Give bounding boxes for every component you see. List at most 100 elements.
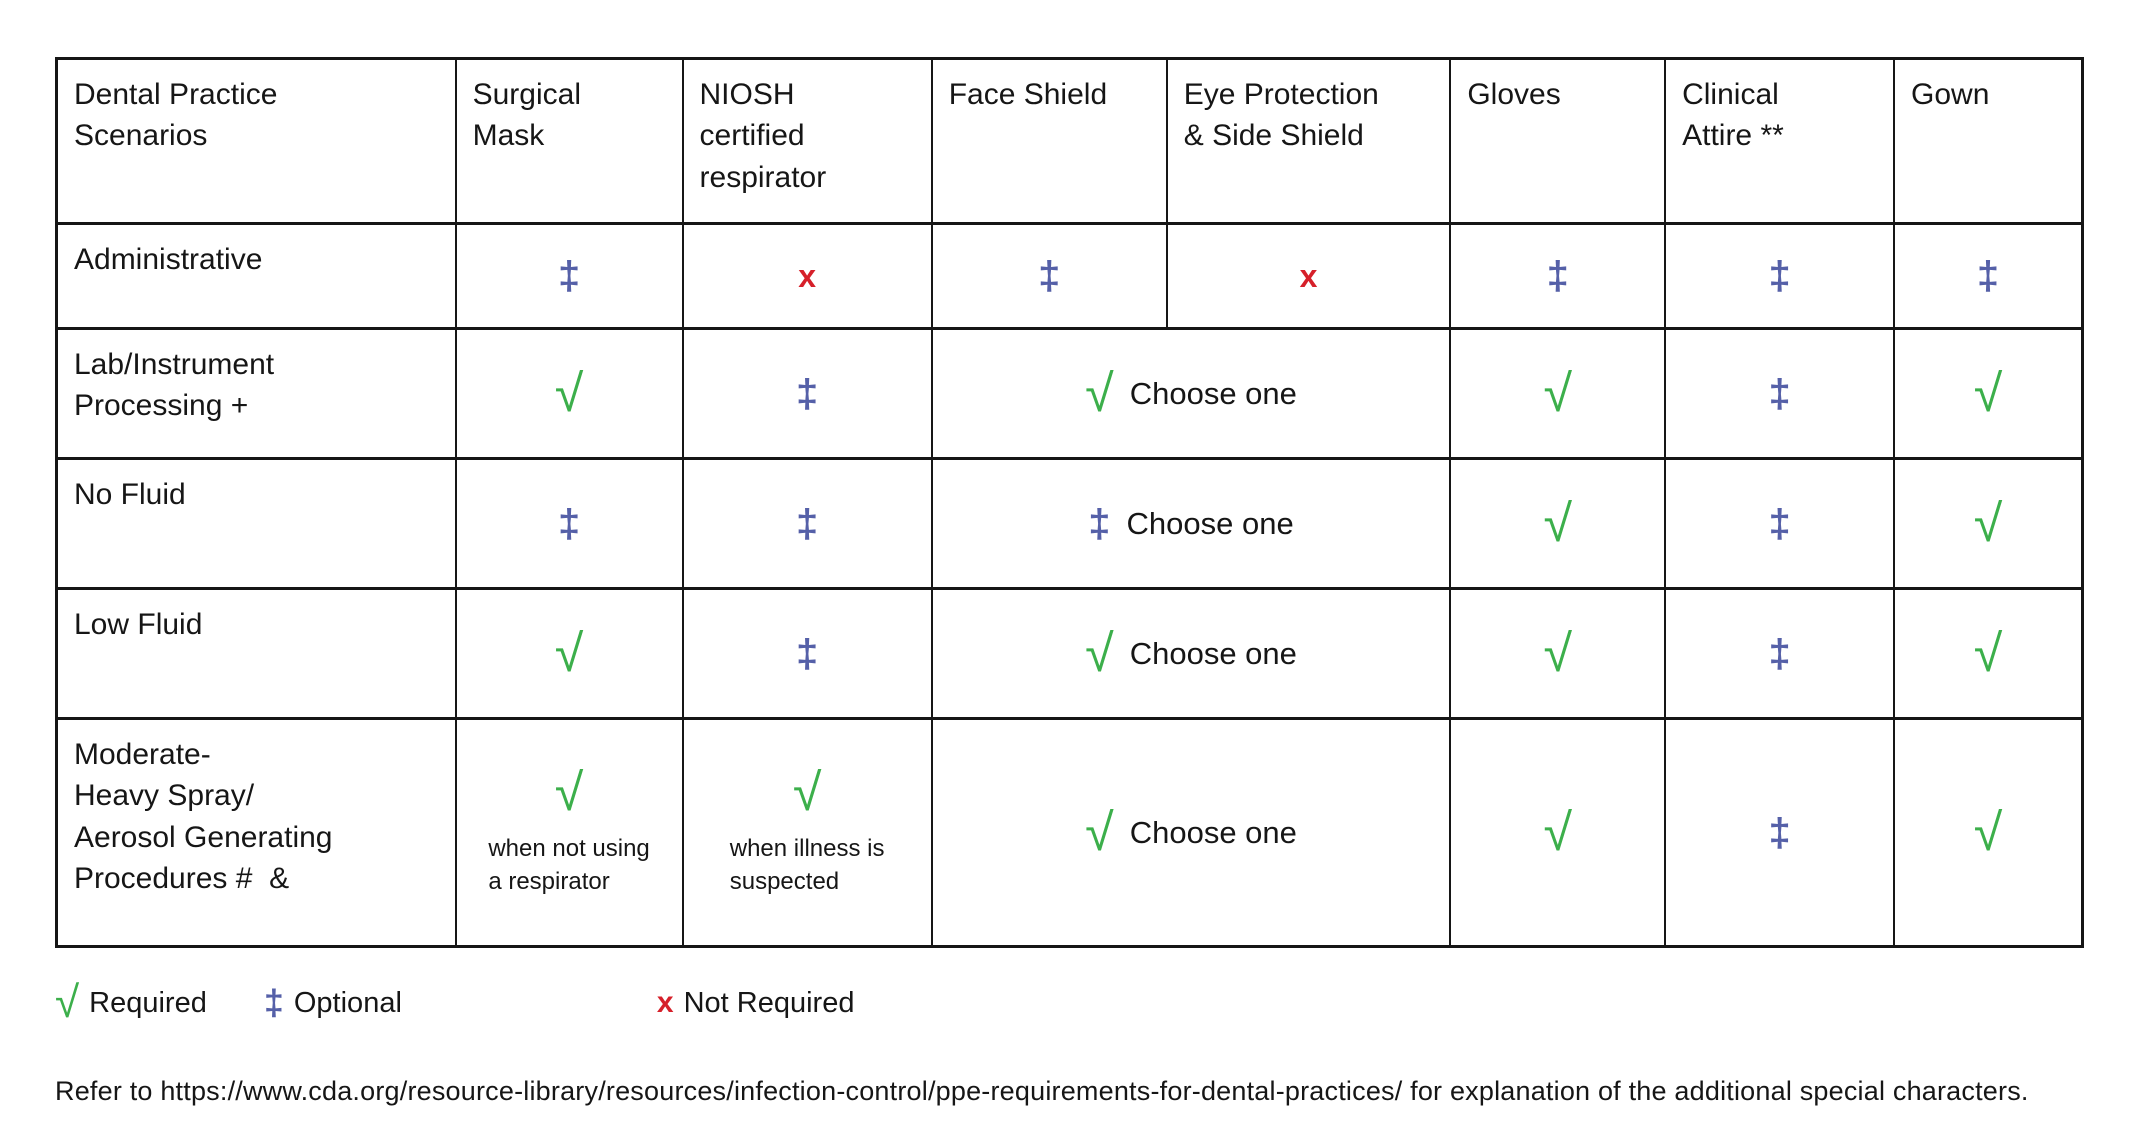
required-icon: √ <box>1085 364 1114 423</box>
status-cell: ‡ <box>930 222 1168 330</box>
legend-label: Required <box>89 986 207 1019</box>
not-required-icon: x <box>656 986 674 1019</box>
status-cell: ‡ <box>454 222 684 330</box>
optional-icon: ‡ <box>795 501 819 546</box>
required-icon: √ <box>554 624 584 683</box>
required-icon: √ <box>1085 624 1114 683</box>
status-cell: √ <box>1893 587 2084 720</box>
column-header-6: Clinical Attire ** <box>1664 57 1896 225</box>
optional-icon: ‡ <box>1768 254 1791 298</box>
cell-caption: when not using a respirator <box>488 835 650 895</box>
footer-note: Refer to https://www.cda.org/resource-li… <box>55 1076 2029 1106</box>
status-cell: √ <box>1449 587 1667 720</box>
choose-one-label: Choose one <box>1126 505 1294 541</box>
optional-icon: ‡ <box>1038 254 1061 298</box>
optional-icon: ‡ <box>1768 631 1791 676</box>
table-row: Administrative ‡ x ‡ x ‡ ‡ ‡ <box>55 222 2084 330</box>
row-label: Lab/Instrument Processing + <box>55 327 457 460</box>
column-header-0: Dental Practice Scenarios <box>55 57 457 225</box>
column-header-2: NIOSH certified respirator <box>681 57 933 225</box>
cell-caption: when illness is suspected <box>729 835 885 895</box>
status-cell: ‡ <box>1893 222 2084 330</box>
status-cell: √ when illness is suspected <box>681 717 933 948</box>
status-cell: ‡ <box>1664 327 1896 460</box>
optional-icon: ‡ <box>557 254 581 298</box>
header-row: Dental Practice Scenarios Surgical Mask NI… <box>55 57 2084 225</box>
optional-icon: ‡ <box>1088 501 1111 546</box>
required-icon: √ <box>1973 364 2003 423</box>
legend-item-required: √ Required <box>55 981 207 1025</box>
required-icon: √ <box>1543 364 1572 423</box>
choose-one-label: Choose one <box>1129 635 1297 671</box>
status-cell: √ <box>454 587 684 720</box>
optional-icon: ‡ <box>795 631 819 676</box>
ppe-requirements-table: Dental Practice Scenarios Surgical Mask NI… <box>55 57 2084 948</box>
column-header-7: Gown <box>1893 57 2084 225</box>
optional-icon: ‡ <box>1768 810 1791 855</box>
legend-label: Not Required <box>683 986 855 1019</box>
status-cell: ‡ <box>1664 587 1896 720</box>
choose-one-label: Choose one <box>1129 375 1297 411</box>
optional-icon: ‡ <box>1768 371 1791 416</box>
optional-icon: ‡ <box>1546 254 1569 298</box>
status-cell: √ <box>454 327 684 460</box>
table-row: Moderate- Heavy Spray/ Aerosol Generatin… <box>55 717 2084 948</box>
choose-one-label: Choose one <box>1129 814 1297 850</box>
optional-icon: ‡ <box>795 371 819 416</box>
legend-item-optional: ‡ Optional <box>264 985 402 1021</box>
column-header-5: Gloves <box>1449 57 1667 225</box>
status-cell: √ when not using a respirator <box>454 717 684 948</box>
legend-item-not-required: x Not Required <box>657 987 855 1020</box>
status-cell: ‡ <box>681 327 933 460</box>
not-required-icon: x <box>1299 258 1318 294</box>
required-icon: √ <box>1085 803 1114 862</box>
table-row: No Fluid ‡ ‡ ‡ Choose one √ ‡ √ <box>55 457 2084 590</box>
required-icon: √ <box>554 364 584 423</box>
required-icon: √ <box>554 764 584 823</box>
status-cell: x <box>1165 222 1452 330</box>
choose-one-cell: ‡ Choose one <box>930 457 1452 590</box>
choose-one-cell: √ Choose one <box>930 587 1452 720</box>
status-cell: √ <box>1449 327 1667 460</box>
choose-one-cell: √ Choose one <box>930 327 1452 460</box>
status-cell: x <box>681 222 933 330</box>
row-label: Low Fluid <box>55 587 457 720</box>
column-header-3: Face Shield <box>930 57 1168 225</box>
required-icon: √ <box>1543 624 1572 683</box>
table-row: Lab/Instrument Processing + √ ‡ √ Choose one… <box>55 327 2084 460</box>
optional-icon: ‡ <box>263 982 284 1023</box>
column-header-1: Surgical Mask <box>454 57 684 225</box>
required-icon: √ <box>1543 803 1572 862</box>
column-header-4: Eye Protection & Side Shield <box>1165 57 1452 225</box>
not-required-icon: x <box>798 258 816 294</box>
legend-label: Optional <box>293 986 402 1019</box>
status-cell: ‡ <box>1664 222 1896 330</box>
status-cell: √ <box>1893 717 2084 948</box>
required-icon: √ <box>1973 624 2003 683</box>
optional-icon: ‡ <box>1976 254 2000 298</box>
row-label: Moderate- Heavy Spray/ Aerosol Generatin… <box>55 717 457 948</box>
legend: √ Required ‡ Optional x Not Required <box>55 972 2084 1034</box>
choose-one-cell: √ Choose one <box>930 717 1452 948</box>
row-label: No Fluid <box>55 457 457 590</box>
optional-icon: ‡ <box>557 501 581 546</box>
status-cell: ‡ <box>1664 717 1896 948</box>
status-cell: ‡ <box>681 587 933 720</box>
table-row: Low Fluid √ ‡ √ Choose one √ ‡ √ <box>55 587 2084 720</box>
optional-icon: ‡ <box>1768 501 1791 546</box>
row-label: Administrative <box>55 222 457 330</box>
required-icon: √ <box>1973 803 2003 862</box>
required-icon: √ <box>792 764 822 823</box>
required-icon: √ <box>1973 494 2003 553</box>
status-cell: ‡ <box>454 457 684 590</box>
status-cell: √ <box>1893 457 2084 590</box>
status-cell: √ <box>1449 457 1667 590</box>
required-icon: √ <box>55 978 80 1027</box>
status-cell: ‡ <box>1449 222 1667 330</box>
status-cell: ‡ <box>681 457 933 590</box>
required-icon: √ <box>1543 494 1572 553</box>
status-cell: √ <box>1893 327 2084 460</box>
status-cell: √ <box>1449 717 1667 948</box>
status-cell: ‡ <box>1664 457 1896 590</box>
